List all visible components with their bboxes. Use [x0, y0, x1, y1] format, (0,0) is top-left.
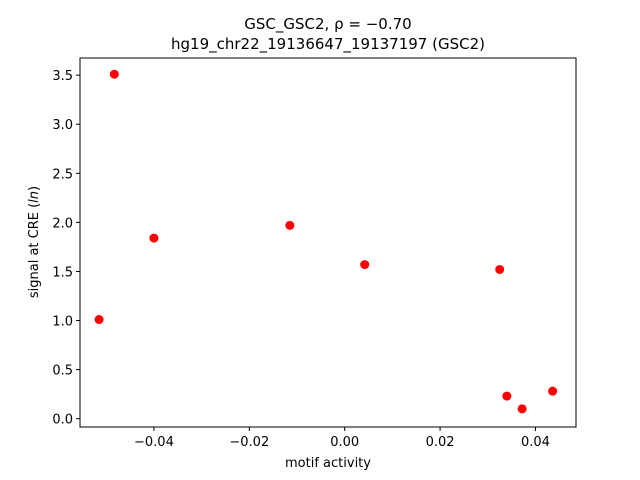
data-point [109, 69, 119, 79]
data-points [94, 69, 558, 414]
y-axis-label-prefix: signal at CRE ( [27, 203, 42, 298]
data-point [360, 260, 370, 270]
plot-frame [79, 57, 577, 428]
chart-subtitle: hg19_chr22_19136647_19137197 (GSC2) [171, 35, 485, 54]
data-point [502, 391, 512, 401]
axis-ticks: −0.04 −0.02 0.00 0.02 0.04 0.0 0.5 1.0 1.5 2.0 2.5… [52, 69, 550, 450]
y-tick-label: 1.0 [52, 315, 73, 330]
data-point [548, 386, 558, 396]
data-point [285, 220, 295, 230]
y-axis-label-italic: ln [27, 191, 42, 203]
data-point [495, 264, 505, 274]
data-point [149, 233, 159, 243]
x-tick-label: −0.02 [229, 435, 269, 450]
y-tick-label: 0.5 [52, 364, 73, 379]
y-axis-label: signal at CRE (ln) [27, 186, 42, 298]
y-tick-label: 2.0 [52, 216, 73, 231]
x-tick-label: −0.04 [134, 435, 174, 450]
y-tick-label: 3.5 [52, 69, 73, 84]
x-axis-label: motif activity [285, 456, 371, 471]
y-axis-label-suffix: ) [27, 186, 42, 191]
chart-title: GSC_GSC2, ρ = −0.70 [244, 15, 411, 34]
x-tick-label: 0.04 [521, 435, 550, 450]
x-tick-label: 0.00 [330, 435, 359, 450]
y-tick-label: 0.0 [52, 413, 73, 428]
y-tick-label: 1.5 [52, 265, 73, 280]
x-tick-label: 0.02 [426, 435, 455, 450]
y-tick-label: 3.0 [52, 118, 73, 133]
data-point [94, 315, 104, 325]
y-tick-label: 2.5 [52, 167, 73, 182]
data-point [517, 404, 527, 414]
